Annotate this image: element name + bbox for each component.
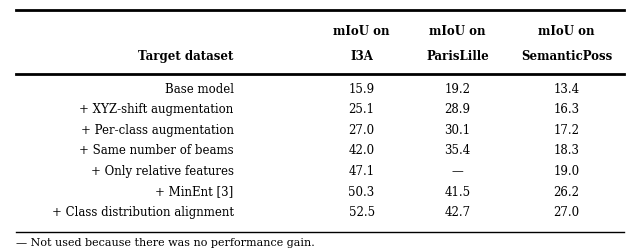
Text: 16.3: 16.3 — [554, 103, 579, 116]
Text: 30.1: 30.1 — [445, 123, 470, 136]
Text: 28.9: 28.9 — [445, 103, 470, 116]
Text: 19.2: 19.2 — [445, 82, 470, 95]
Text: + MinEnt [3]: + MinEnt [3] — [156, 185, 234, 198]
Text: ParisLille: ParisLille — [426, 50, 489, 63]
Text: mIoU on: mIoU on — [429, 25, 486, 38]
Text: 25.1: 25.1 — [349, 103, 374, 116]
Text: 41.5: 41.5 — [445, 185, 470, 198]
Text: 26.2: 26.2 — [554, 185, 579, 198]
Text: + XYZ-shift augmentation: + XYZ-shift augmentation — [79, 103, 234, 116]
Text: Target dataset: Target dataset — [138, 50, 234, 63]
Text: + Only relative features: + Only relative features — [91, 164, 234, 177]
Text: Base model: Base model — [164, 82, 234, 95]
Text: I3A: I3A — [350, 50, 373, 63]
Text: 27.0: 27.0 — [554, 205, 579, 218]
Text: 42.0: 42.0 — [349, 144, 374, 157]
Text: 35.4: 35.4 — [444, 144, 471, 157]
Text: mIoU on: mIoU on — [333, 25, 390, 38]
Text: 47.1: 47.1 — [349, 164, 374, 177]
Text: 27.0: 27.0 — [349, 123, 374, 136]
Text: 42.7: 42.7 — [445, 205, 470, 218]
Text: 17.2: 17.2 — [554, 123, 579, 136]
Text: — Not used because there was no performance gain.: — Not used because there was no performa… — [16, 237, 315, 247]
Text: 18.3: 18.3 — [554, 144, 579, 157]
Text: 52.5: 52.5 — [349, 205, 374, 218]
Text: + Per-class augmentation: + Per-class augmentation — [81, 123, 234, 136]
Text: mIoU on: mIoU on — [538, 25, 595, 38]
Text: 19.0: 19.0 — [554, 164, 579, 177]
Text: + Same number of beams: + Same number of beams — [79, 144, 234, 157]
Text: —: — — [452, 164, 463, 177]
Text: 13.4: 13.4 — [554, 82, 579, 95]
Text: + Class distribution alignment: + Class distribution alignment — [52, 205, 234, 218]
Text: 15.9: 15.9 — [349, 82, 374, 95]
Text: 50.3: 50.3 — [348, 185, 375, 198]
Text: SemanticPoss: SemanticPoss — [521, 50, 612, 63]
